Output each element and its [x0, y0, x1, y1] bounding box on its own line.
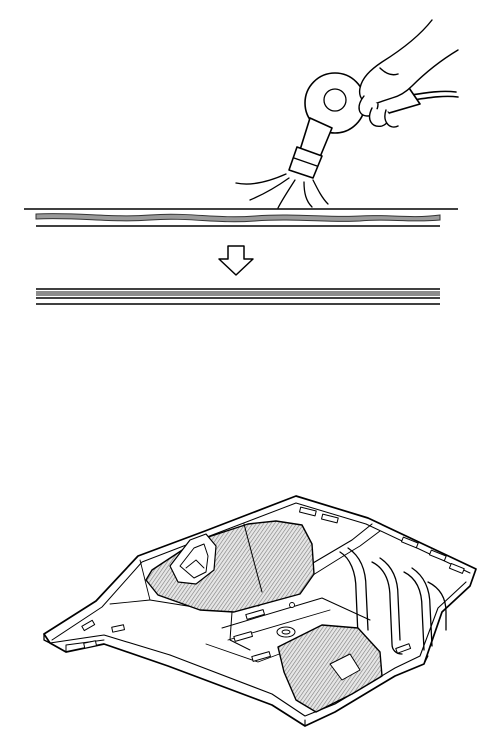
hand-icon [358, 19, 459, 128]
down-arrow-icon [218, 245, 254, 276]
rear-deadener-pad [277, 624, 383, 713]
floor-pan-panel [43, 495, 477, 727]
top-panel [24, 19, 459, 305]
flat-sheet-after [36, 288, 440, 305]
heat-gun-icon [235, 72, 459, 209]
wavy-sheet-before [24, 208, 458, 227]
front-deadener-pad [145, 520, 315, 613]
